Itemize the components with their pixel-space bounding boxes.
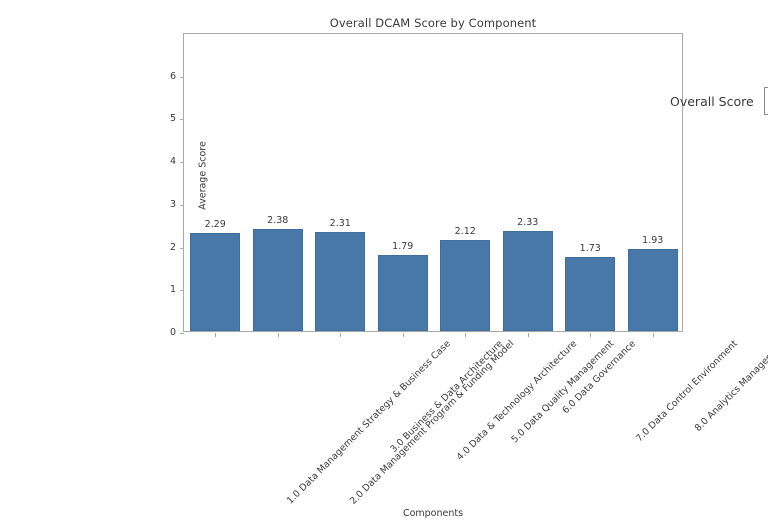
x-tick-mark [590,333,592,337]
x-tick-mark [340,333,342,337]
bar-value-label: 1.93 [642,234,664,246]
y-axis-label: Average Score [197,141,209,210]
x-tick-label: 7.0 Data Control Environment [634,338,741,445]
bar [627,248,678,331]
y-tick-mark [180,76,184,78]
x-tick-mark [652,333,654,337]
bar [315,232,366,331]
x-axis-label: Components [402,508,464,519]
y-tick-label: 1 [169,284,176,296]
y-tick-label: 5 [169,113,176,125]
bar-value-label: 2.38 [267,215,289,227]
bar [252,229,303,331]
chart-title: Overall DCAM Score by Component [329,16,537,30]
bar-value-label: 1.79 [392,240,414,252]
bar [565,257,616,331]
bar [502,231,553,331]
x-tick-mark [527,333,529,337]
bar-value-label: 2.12 [454,226,476,238]
y-tick-label: 6 [169,70,176,82]
x-tick-mark [402,333,404,337]
bar [190,233,241,331]
bar [377,254,428,331]
overall-score-annotation: Overall Score 2.11 [670,87,768,115]
y-tick-mark [180,247,184,249]
y-tick-mark [180,162,184,164]
y-tick-mark [180,333,184,334]
y-tick-mark [180,290,184,292]
y-tick-label: 3 [169,198,176,210]
bar-value-label: 2.29 [204,219,226,231]
x-tick-mark [277,333,279,337]
bar-value-label: 1.73 [579,243,601,255]
y-tick-mark [180,119,184,121]
overall-score-label: Overall Score [670,93,754,109]
y-tick-label: 0 [169,327,176,338]
x-tick-mark [215,333,217,337]
x-tick-mark [465,333,467,337]
y-tick-label: 2 [169,241,176,253]
plot-area: Average Score 0 1 2 3 4 5 6 2.29 2.38 2.31 1.79 2.… [170,33,768,507]
bar-value-label: 2.31 [329,218,351,230]
y-tick-label: 4 [169,156,176,168]
bar-value-label: 2.33 [517,217,539,229]
bar [440,240,491,331]
y-tick-mark [180,204,184,206]
overall-score-value-box: 2.11 [763,87,768,115]
